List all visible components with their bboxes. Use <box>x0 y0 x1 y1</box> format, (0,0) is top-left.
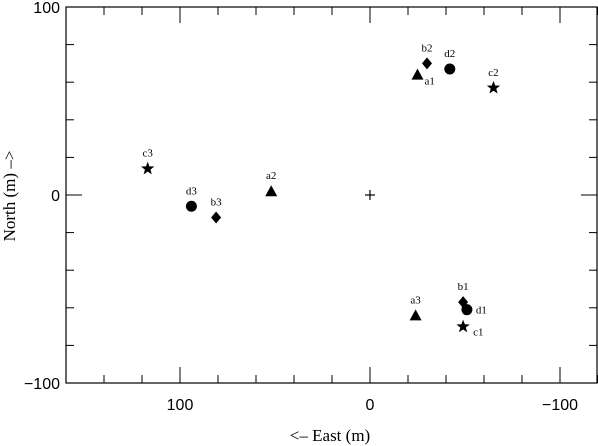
plot-frame <box>65 6 598 384</box>
point-a3-triangle <box>409 309 422 321</box>
point-d3-circle <box>185 200 197 212</box>
axis-ticks <box>65 6 598 384</box>
y-tick-label: 0 <box>51 188 60 205</box>
point-label-d3: d3 <box>186 185 198 197</box>
point-label-a2: a2 <box>266 170 276 182</box>
point-labels: a1 a2 a3 b1 b2 b3 c1 c2 c3 d1 d2 d3 <box>143 42 499 338</box>
point-d2-circle <box>444 63 456 75</box>
x-tick-label: 0 <box>366 397 375 414</box>
center-plus-marker <box>365 190 375 200</box>
x-tick-label: −100 <box>542 397 578 414</box>
y-tick-label: −100 <box>24 376 60 393</box>
point-b3-diamond <box>211 211 222 224</box>
y-tick-label: 100 <box>33 0 60 17</box>
point-label-d2: d2 <box>444 48 455 60</box>
point-c1-star <box>456 319 470 333</box>
point-d1-circle <box>461 304 473 316</box>
point-label-c1: c1 <box>473 327 483 339</box>
point-c3-star <box>141 161 155 175</box>
axis-tick-labels: 100 0 −100 −100 0 100 <box>24 0 578 414</box>
point-label-b3: b3 <box>211 197 223 209</box>
point-a2-triangle <box>265 185 278 197</box>
point-label-a1: a1 <box>425 76 435 88</box>
x-axis-label: <– East (m) <box>290 426 370 445</box>
point-b2-diamond <box>422 57 432 70</box>
y-axis-label: North (m) –> <box>0 151 19 242</box>
point-a1-triangle <box>411 68 424 80</box>
point-label-b2: b2 <box>422 42 433 54</box>
point-label-d1: d1 <box>476 305 487 317</box>
x-tick-label: 100 <box>167 397 194 414</box>
point-label-b1: b1 <box>458 281 469 293</box>
point-c2-star <box>486 80 501 94</box>
point-label-a3: a3 <box>410 294 421 306</box>
point-label-c3: c3 <box>143 148 154 160</box>
point-label-c2: c2 <box>488 67 498 79</box>
data-points <box>141 57 501 333</box>
